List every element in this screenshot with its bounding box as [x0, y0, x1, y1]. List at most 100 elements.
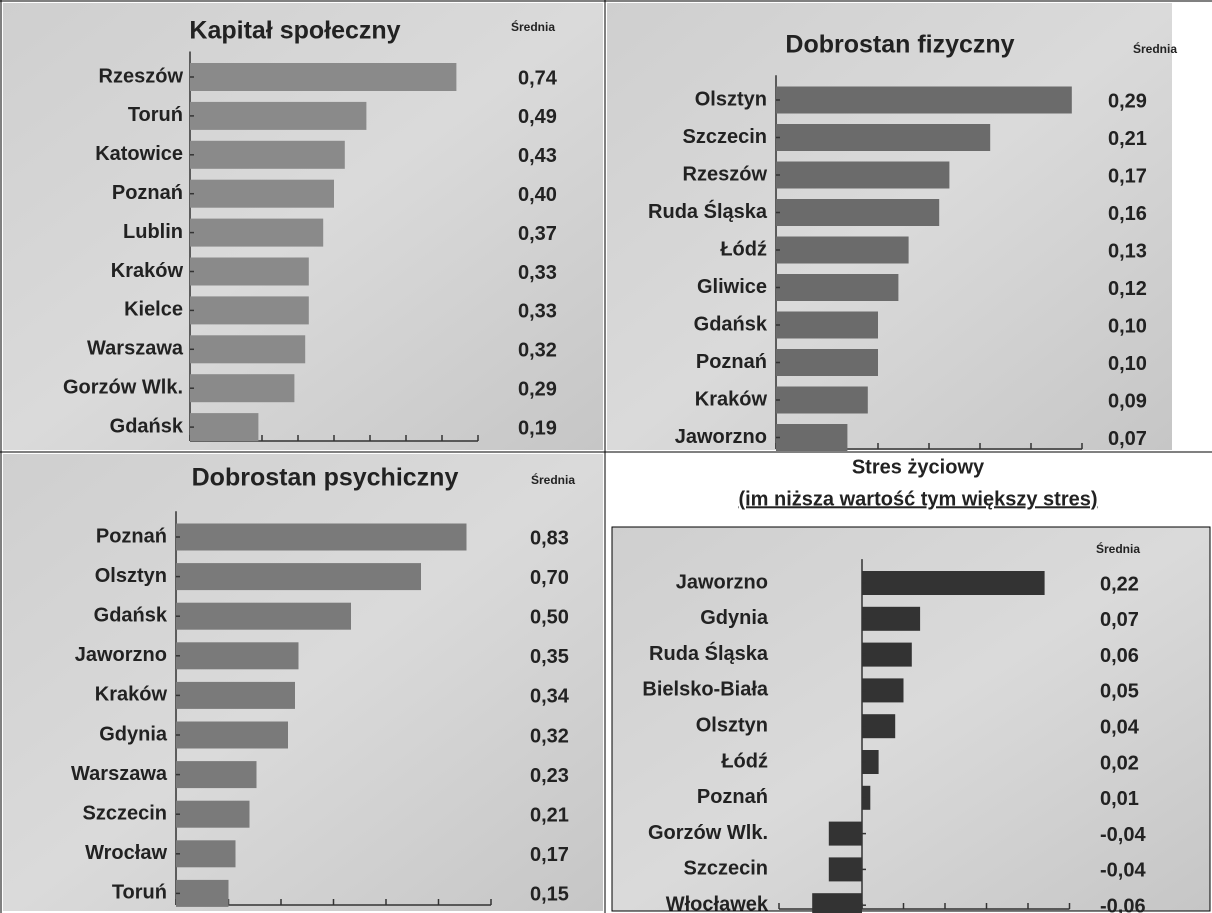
- value-label: 0,43: [518, 145, 557, 167]
- category-label: Rzeszów: [99, 65, 184, 87]
- value-label: 0,29: [1108, 90, 1147, 112]
- bar: [862, 678, 904, 702]
- value-label: 0,12: [1108, 278, 1147, 300]
- bar: [190, 219, 323, 247]
- category-label: Włocławek: [666, 893, 769, 913]
- bar: [812, 893, 862, 913]
- category-label: Kraków: [695, 388, 768, 410]
- bar: [190, 141, 345, 169]
- bar: [176, 761, 257, 788]
- bar: [176, 840, 236, 867]
- category-label: Gliwice: [697, 276, 767, 298]
- value-header: Średnia: [531, 472, 575, 487]
- bar: [190, 258, 309, 286]
- category-label: Poznań: [696, 351, 767, 373]
- category-label: Wrocław: [85, 842, 167, 864]
- chart-title: Dobrostan fizyczny: [785, 31, 1014, 59]
- value-label: 0,10: [1108, 315, 1147, 337]
- bar: [190, 63, 456, 91]
- value-label: 0,21: [1108, 128, 1147, 150]
- bar: [776, 124, 990, 151]
- value-label: 0,05: [1100, 681, 1139, 703]
- value-label: 0,13: [1108, 240, 1147, 262]
- category-label: Kraków: [95, 684, 168, 706]
- value-label: 0,22: [1100, 573, 1139, 595]
- category-label: Lublin: [123, 221, 183, 243]
- value-label: 0,01: [1100, 788, 1139, 810]
- value-label: -0,06: [1100, 895, 1146, 913]
- value-label: 0,32: [530, 725, 569, 747]
- bar: [829, 857, 862, 881]
- value-label: 0,70: [530, 567, 569, 589]
- value-label: -0,04: [1100, 824, 1146, 846]
- value-label: 0,07: [1108, 428, 1147, 450]
- value-label: 0,04: [1100, 716, 1140, 738]
- category-label: Łódź: [721, 750, 768, 772]
- category-label: Toruń: [128, 104, 183, 126]
- category-label: Kielce: [124, 299, 183, 321]
- bar: [776, 349, 878, 376]
- value-label: 0,16: [1108, 203, 1147, 225]
- value-label: 0,17: [1108, 165, 1147, 187]
- value-label: 0,83: [530, 527, 569, 549]
- bar: [862, 607, 920, 631]
- bar: [190, 102, 366, 130]
- chart-subtitle: (im niższa wartość tym większy stres): [738, 488, 1097, 510]
- category-label: Olsztyn: [695, 88, 767, 110]
- value-label: 0,74: [518, 67, 558, 89]
- category-label: Szczecin: [684, 858, 768, 880]
- bar: [862, 643, 912, 667]
- category-label: Olsztyn: [95, 565, 167, 587]
- value-label: 0,09: [1108, 390, 1147, 412]
- bar: [776, 274, 898, 301]
- value-label: 0,29: [518, 378, 557, 400]
- category-label: Gdańsk: [110, 415, 184, 437]
- bar: [776, 312, 878, 339]
- value-header: Średnia: [511, 19, 555, 34]
- bar: [176, 603, 351, 630]
- bar: [176, 682, 295, 709]
- bar: [176, 563, 421, 590]
- value-label: 0,15: [530, 884, 569, 906]
- value-label: 0,35: [530, 646, 569, 668]
- chart-title: Kapitał społeczny: [189, 17, 400, 45]
- bar: [190, 374, 294, 402]
- category-label: Ruda Śląska: [648, 199, 768, 223]
- category-label: Szczecin: [83, 802, 167, 824]
- category-label: Jaworzno: [75, 644, 167, 666]
- category-label: Poznań: [697, 786, 768, 808]
- category-label: Gorzów Wlk.: [648, 822, 768, 844]
- value-label: 0,33: [518, 262, 557, 284]
- value-label: 0,40: [518, 184, 557, 206]
- category-label: Toruń: [112, 882, 167, 904]
- category-label: Gorzów Wlk.: [63, 376, 183, 398]
- category-label: Gdańsk: [694, 313, 768, 335]
- value-label: 0,37: [518, 223, 557, 245]
- category-label: Ruda Śląska: [649, 641, 769, 665]
- category-label: Gdynia: [700, 607, 769, 629]
- category-label: Kraków: [111, 260, 184, 282]
- value-label: 0,23: [530, 765, 569, 787]
- bar: [176, 880, 229, 907]
- category-label: Jaworzno: [675, 426, 767, 448]
- bar: [829, 822, 862, 846]
- category-label: Warszawa: [71, 763, 168, 785]
- value-label: 0,33: [518, 301, 557, 323]
- value-label: 0,50: [530, 606, 569, 628]
- value-label: 0,06: [1100, 645, 1139, 667]
- value-label: 0,10: [1108, 353, 1147, 375]
- category-label: Poznań: [96, 525, 167, 547]
- category-label: Jaworzno: [676, 571, 768, 593]
- category-label: Poznań: [112, 182, 183, 204]
- bar: [776, 424, 847, 451]
- bar: [776, 237, 909, 264]
- value-label: 0,32: [518, 340, 557, 362]
- value-label: 0,21: [530, 804, 569, 826]
- category-label: Rzeszów: [683, 163, 768, 185]
- value-label: 0,19: [518, 417, 557, 439]
- bar: [190, 335, 305, 363]
- category-label: Warszawa: [87, 338, 184, 360]
- category-label: Katowice: [95, 143, 183, 165]
- bar: [776, 87, 1072, 114]
- page: Kapitał społeczny Średnia Rzeszów 0,74 Toruń…: [0, 0, 1212, 913]
